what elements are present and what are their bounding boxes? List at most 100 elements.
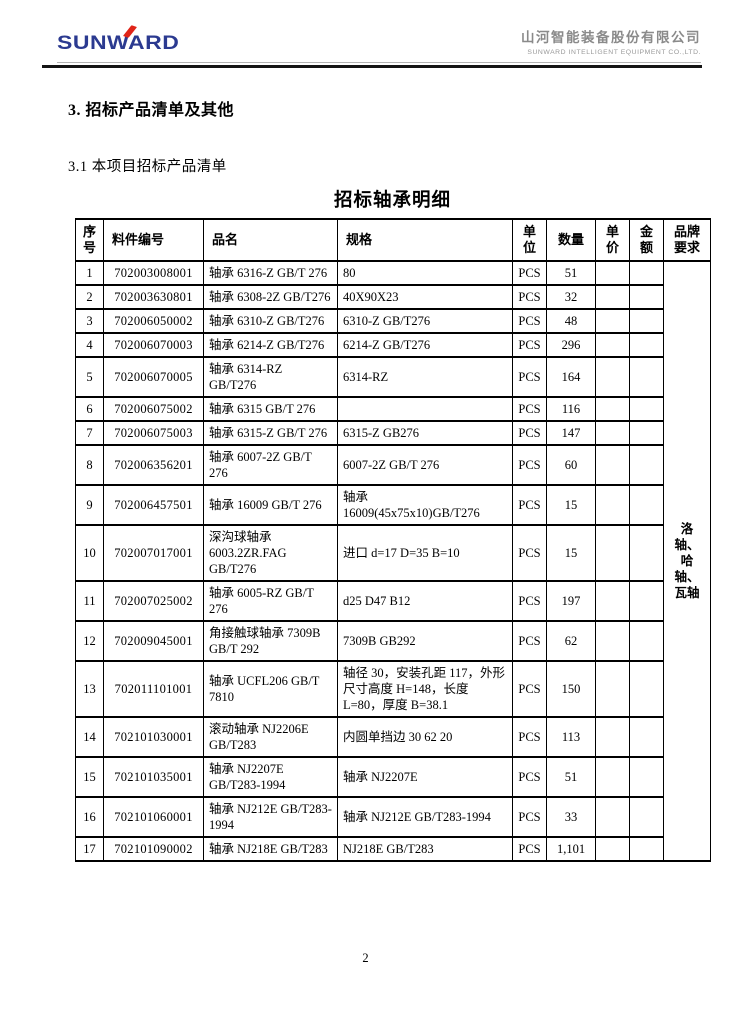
cell-no: 7: [75, 420, 104, 446]
cell-amount: [629, 620, 664, 662]
cell-unit: PCS: [512, 444, 547, 486]
table-row: 9 702006457501 轴承 16009 GB/T 276 轴承 16009(4…: [75, 484, 711, 526]
col-header-4: 单位: [512, 218, 547, 262]
cell-spec: 轴承 16009(45x75x10)GB/T276: [337, 484, 513, 526]
cell-amount: [629, 660, 664, 718]
cell-code: 702011101001: [103, 660, 204, 718]
cell-qty: 48: [546, 308, 596, 334]
company-name-cn: 山河智能装备股份有限公司: [521, 30, 701, 45]
cell-unit: PCS: [512, 260, 547, 286]
cell-name: 角接触球轴承 7309B GB/T 292: [203, 620, 338, 662]
col-header-6: 单价: [595, 218, 630, 262]
cell-spec: d25 D47 B12: [337, 580, 513, 622]
cell-qty: 150: [546, 660, 596, 718]
cell-price: [595, 308, 630, 334]
cell-no: 4: [75, 332, 104, 358]
cell-price: [595, 420, 630, 446]
cell-price: [595, 796, 630, 838]
cell-name: 轴承 6308-2Z GB/T276: [203, 284, 338, 310]
cell-code: 702006050002: [103, 308, 204, 334]
cell-no: 11: [75, 580, 104, 622]
header-rule-thin: [57, 62, 701, 63]
cell-price: [595, 524, 630, 582]
cell-amount: [629, 332, 664, 358]
cell-amount: [629, 396, 664, 422]
cell-qty: 1,101: [546, 836, 596, 862]
cell-price: [595, 332, 630, 358]
table-row: 16 702101060001 轴承 NJ212E GB/T283-1994 轴承 N…: [75, 796, 711, 838]
table-row: 15 702101035001 轴承 NJ2207E GB/T283-1994 轴承 …: [75, 756, 711, 798]
cell-code: 702006075003: [103, 420, 204, 446]
company-block: 山河智能装备股份有限公司 SUNWARD INTELLIGENT EQUIPME…: [521, 26, 701, 56]
cell-unit: PCS: [512, 716, 547, 758]
col-header-1: 料件编号: [103, 218, 204, 262]
cell-price: [595, 284, 630, 310]
cell-price: [595, 484, 630, 526]
cell-unit: PCS: [512, 332, 547, 358]
cell-code: 702006356201: [103, 444, 204, 486]
brand-requirement-text: 洛轴、哈轴、瓦轴: [674, 522, 700, 600]
cell-amount: [629, 580, 664, 622]
cell-name: 轴承 6007-2Z GB/T 276: [203, 444, 338, 486]
cell-name: 轴承 16009 GB/T 276: [203, 484, 338, 526]
cell-name: 深沟球轴承 6003.2ZR.FAG GB/T276: [203, 524, 338, 582]
table-row: 7 702006075003 轴承 6315-Z GB/T 276 6315-Z GB…: [75, 420, 711, 446]
cell-spec: NJ218E GB/T283: [337, 836, 513, 862]
table-row: 12 702009045001 角接触球轴承 7309B GB/T 292 7309B…: [75, 620, 711, 662]
table-row: 14 702101030001 滚动轴承 NJ2206E GB/T283 内圆单挡边 …: [75, 716, 711, 758]
cell-price: [595, 396, 630, 422]
cell-amount: [629, 796, 664, 838]
cell-spec: 6007-2Z GB/T 276: [337, 444, 513, 486]
cell-spec: 轴承 NJ2207E: [337, 756, 513, 798]
cell-qty: 32: [546, 284, 596, 310]
section-heading: 3. 招标产品清单及其他: [68, 102, 235, 119]
cell-no: 15: [75, 756, 104, 798]
company-name-en: SUNWARD INTELLIGENT EQUIPMENT CO.,LTD.: [527, 49, 701, 56]
cell-spec: [337, 396, 513, 422]
cell-code: 702007025002: [103, 580, 204, 622]
col-header-5: 数量: [546, 218, 596, 262]
cell-unit: PCS: [512, 756, 547, 798]
cell-name: 轴承 6310-Z GB/T276: [203, 308, 338, 334]
cell-spec: 40X90X23: [337, 284, 513, 310]
cell-no: 10: [75, 524, 104, 582]
col-header-2: 品名: [203, 218, 338, 262]
sunward-logo: SUNWARD: [57, 25, 179, 54]
header-rule-thick: [42, 65, 702, 68]
cell-amount: [629, 308, 664, 334]
cell-unit: PCS: [512, 660, 547, 718]
table-row: 13 702011101001 轴承 UCFL206 GB/T 7810 轴径 30，…: [75, 660, 711, 718]
cell-qty: 15: [546, 524, 596, 582]
cell-amount: [629, 524, 664, 582]
page-header: SUNWARD 山河智能装备股份有限公司 SUNWARD INTELLIGENT…: [57, 25, 701, 59]
cell-code: 702007017001: [103, 524, 204, 582]
col-header-8: 品牌要求: [663, 218, 711, 262]
cell-qty: 15: [546, 484, 596, 526]
cell-unit: PCS: [512, 796, 547, 838]
cell-price: [595, 836, 630, 862]
cell-name: 轴承 6314-RZ GB/T276: [203, 356, 338, 398]
table-row: 17 702101090002 轴承 NJ218E GB/T283 NJ218E GB…: [75, 836, 711, 862]
cell-unit: PCS: [512, 580, 547, 622]
cell-brand-requirement: 洛轴、哈轴、瓦轴: [663, 260, 711, 862]
section-subheading: 3.1 本项目招标产品清单: [68, 159, 227, 175]
cell-name: 轴承 6315-Z GB/T 276: [203, 420, 338, 446]
table-row: 4 702006070003 轴承 6214-Z GB/T276 6214-Z GB/…: [75, 332, 711, 358]
cell-amount: [629, 716, 664, 758]
cell-price: [595, 356, 630, 398]
cell-name: 轴承 6005-RZ GB/T 276: [203, 580, 338, 622]
col-header-7: 金额: [629, 218, 664, 262]
cell-qty: 60: [546, 444, 596, 486]
table-row: 6 702006075002 轴承 6315 GB/T 276 PCS 116: [75, 396, 711, 422]
cell-qty: 197: [546, 580, 596, 622]
cell-spec: 6214-Z GB/T276: [337, 332, 513, 358]
cell-price: [595, 756, 630, 798]
table-row: 11 702007025002 轴承 6005-RZ GB/T 276 d25 D47…: [75, 580, 711, 622]
cell-name: 轴承 6214-Z GB/T276: [203, 332, 338, 358]
cell-price: [595, 260, 630, 286]
cell-no: 2: [75, 284, 104, 310]
cell-price: [595, 580, 630, 622]
cell-code: 702101035001: [103, 756, 204, 798]
cell-no: 9: [75, 484, 104, 526]
cell-spec: 6314-RZ: [337, 356, 513, 398]
